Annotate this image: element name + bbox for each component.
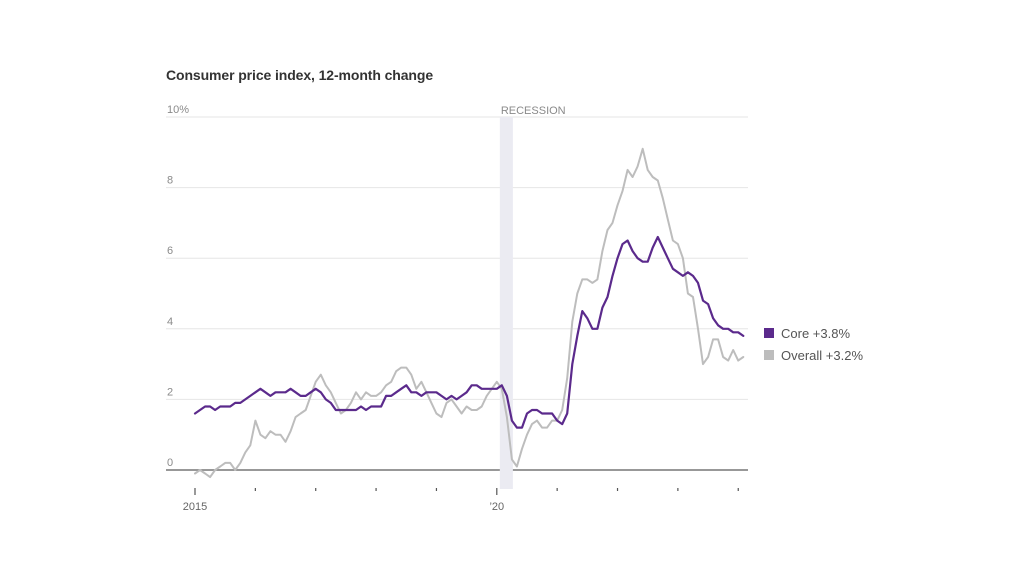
legend-swatch-core	[764, 328, 774, 338]
y-tick-label: 6	[167, 245, 173, 257]
series-line-overall	[194, 147, 745, 479]
recession-label: RECESSION	[501, 105, 566, 117]
y-tick-label: 2	[167, 386, 173, 398]
series-lines	[193, 147, 745, 479]
gridlines	[166, 116, 748, 471]
series-line-core	[193, 235, 745, 429]
y-tick-label: 4	[167, 316, 173, 328]
recession-band	[499, 117, 513, 489]
chart-title: Consumer price index, 12-month change	[166, 67, 434, 83]
x-tick-label: ’20	[489, 501, 504, 513]
legend: Core +3.8% Overall +3.2%	[764, 322, 863, 366]
legend-swatch-overall	[764, 350, 774, 360]
y-tick-label: 10%	[167, 104, 189, 116]
legend-label-overall: Overall +3.2%	[781, 347, 864, 363]
legend-item-core: Core +3.8%	[764, 322, 863, 344]
legend-label-core: Core +3.8%	[781, 325, 851, 341]
y-axis-labels: 0 2 4 6 8 10%	[167, 104, 189, 469]
x-axis: 2015 ’20	[183, 488, 739, 513]
legend-item-overall: Overall +3.2%	[764, 344, 863, 366]
y-tick-label: 8	[167, 175, 173, 187]
y-tick-label: 0	[167, 457, 173, 469]
recession-band-layer: RECESSION	[499, 105, 566, 489]
x-tick-label: 2015	[183, 501, 207, 513]
